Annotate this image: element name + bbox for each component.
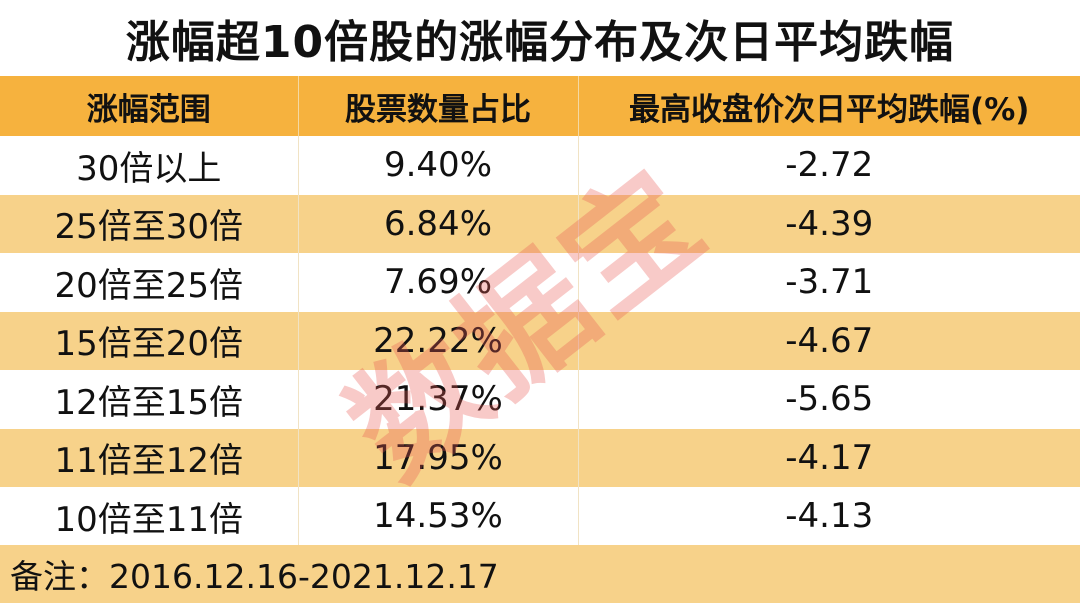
cell-share: 22.22%: [298, 311, 579, 370]
table-row: 11倍至12倍 17.95% -4.17: [0, 428, 1080, 487]
cell-next-day-drop: -2.72: [578, 136, 1080, 195]
table-row: 15倍至20倍 22.22% -4.67: [0, 311, 1080, 370]
header-share: 股票数量占比: [298, 76, 579, 136]
header-next-day-drop: 最高收盘价次日平均跌幅(%): [578, 76, 1080, 136]
data-table: 涨幅范围 股票数量占比 最高收盘价次日平均跌幅(%) 30倍以上 9.40% -…: [0, 76, 1080, 546]
cell-range: 15倍至20倍: [0, 311, 299, 370]
cell-share: 7.69%: [298, 253, 579, 312]
table-row: 12倍至15倍 21.37% -5.65: [0, 370, 1080, 429]
cell-next-day-drop: -4.17: [578, 428, 1080, 487]
table-row: 25倍至30倍 6.84% -4.39: [0, 194, 1080, 253]
cell-next-day-drop: -5.65: [578, 370, 1080, 429]
table-row: 30倍以上 9.40% -2.72: [0, 136, 1080, 195]
cell-next-day-drop: -4.13: [578, 487, 1080, 546]
cell-range: 25倍至30倍: [0, 194, 299, 253]
table-header-row: 涨幅范围 股票数量占比 最高收盘价次日平均跌幅(%): [0, 76, 1080, 136]
table-row: 10倍至11倍 14.53% -4.13: [0, 487, 1080, 546]
cell-next-day-drop: -3.71: [578, 253, 1080, 312]
cell-range: 20倍至25倍: [0, 253, 299, 312]
cell-share: 14.53%: [298, 487, 579, 546]
cell-share: 17.95%: [298, 428, 579, 487]
cell-next-day-drop: -4.39: [578, 194, 1080, 253]
table-row: 20倍至25倍 7.69% -3.71: [0, 253, 1080, 312]
page-title: 涨幅超10倍股的涨幅分布及次日平均跌幅: [125, 17, 955, 68]
cell-share: 9.40%: [298, 136, 579, 195]
cell-range: 11倍至12倍: [0, 428, 299, 487]
cell-share: 6.84%: [298, 194, 579, 253]
footnote: 备注：2016.12.16-2021.12.17: [0, 545, 1080, 603]
cell-range: 12倍至15倍: [0, 370, 299, 429]
cell-range: 30倍以上: [0, 136, 299, 195]
header-range: 涨幅范围: [0, 76, 299, 136]
cell-next-day-drop: -4.67: [578, 311, 1080, 370]
cell-share: 21.37%: [298, 370, 579, 429]
cell-range: 10倍至11倍: [0, 487, 299, 546]
